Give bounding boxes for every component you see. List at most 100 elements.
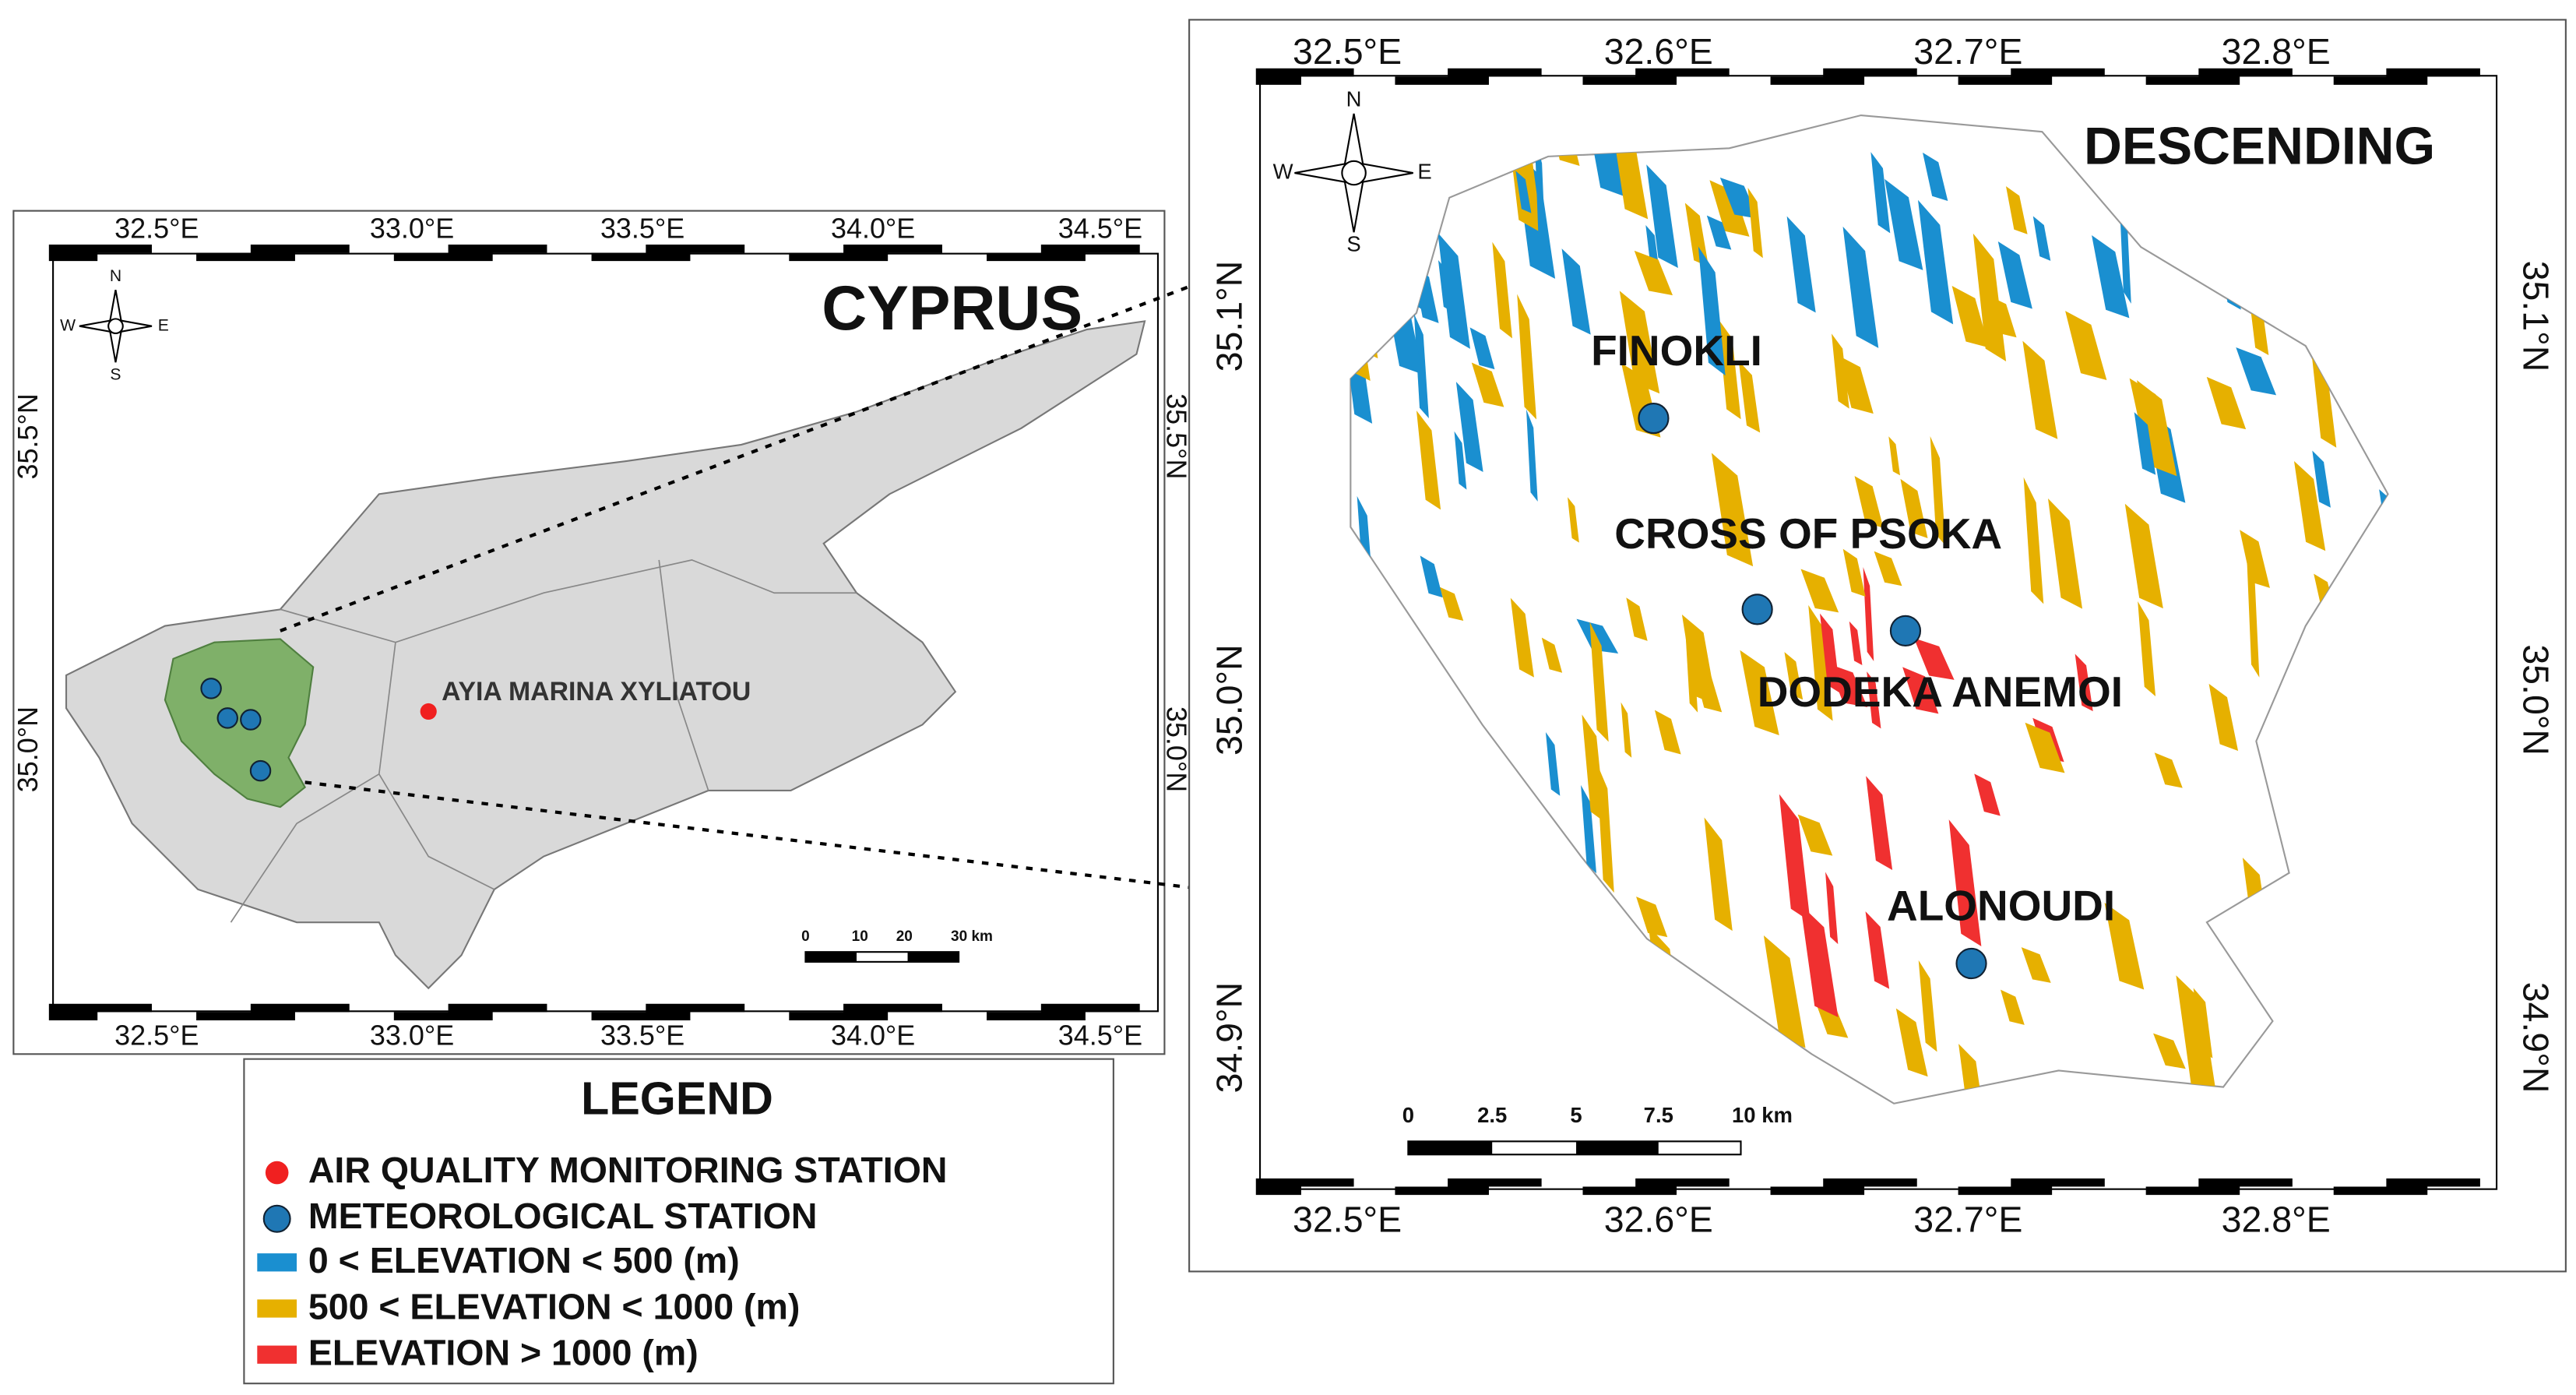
elevation-patch bbox=[1870, 152, 1891, 234]
elevation-patch bbox=[1704, 817, 1733, 932]
y-tick-label: 35.0°N bbox=[1161, 706, 1193, 792]
elevation-patch bbox=[1439, 587, 1464, 621]
elevation-patch bbox=[1842, 548, 1866, 597]
elevation-patch bbox=[1918, 960, 1937, 1052]
elevation-patch bbox=[1718, 318, 1741, 420]
elevation-patch bbox=[1974, 773, 2001, 816]
legend-box bbox=[243, 1058, 1114, 1385]
elevation-patch bbox=[1918, 199, 1954, 325]
legend-item: AIR QUALITY MONITORING STATION bbox=[308, 1150, 948, 1190]
elevation-patch bbox=[1454, 431, 1467, 490]
elevation-patch bbox=[1808, 604, 1833, 721]
y-tick-label: 35.5°N bbox=[12, 393, 44, 479]
elevation-patch bbox=[1800, 904, 1839, 1018]
met-station bbox=[1638, 403, 1670, 435]
frame-ticks bbox=[1255, 68, 2501, 85]
x-tick-label: 32.6°E bbox=[1604, 31, 1713, 72]
scale-bar bbox=[1576, 1141, 1659, 1155]
elevation-patch bbox=[1784, 652, 1804, 700]
elevation-patch bbox=[1510, 597, 1534, 678]
legend-item: 500 < ELEVATION < 1000 (m) bbox=[308, 1286, 800, 1326]
elevation-patch bbox=[1719, 178, 1759, 219]
scale-label: 30 km bbox=[951, 928, 993, 945]
elevation-patch bbox=[2246, 548, 2260, 678]
district-boundary bbox=[280, 559, 857, 643]
station-label: FINOKLI bbox=[1591, 326, 1762, 375]
compass-letter: E bbox=[1417, 159, 1431, 183]
frame-ticks bbox=[48, 245, 1163, 262]
elevation-patch bbox=[2206, 376, 2247, 430]
x-tick-label: 32.7°E bbox=[1913, 31, 2022, 72]
x-tick-label: 32.7°E bbox=[1913, 1199, 2022, 1239]
elevation-patch bbox=[2023, 477, 2044, 604]
legend-symbol bbox=[257, 1299, 297, 1318]
elevation-patch bbox=[2134, 412, 2156, 475]
elevation-patch bbox=[1515, 171, 1532, 213]
elevation-patch bbox=[1621, 702, 1632, 758]
x-tick-label: 34.0°E bbox=[831, 1020, 915, 1052]
elevation-patch bbox=[1988, 295, 2017, 338]
elevation-patch bbox=[1747, 188, 1763, 259]
elevation-patch bbox=[1900, 478, 1928, 538]
elevation-patch bbox=[1589, 622, 1609, 742]
district-boundary bbox=[658, 559, 709, 791]
y-tick-label: 35.1°N bbox=[1209, 261, 1249, 372]
met-station bbox=[1741, 594, 1773, 625]
elevation-patch bbox=[1706, 215, 1732, 250]
scale-label: 0 bbox=[1402, 1103, 1414, 1127]
elevation-patch bbox=[1526, 409, 1538, 502]
elevation-patch bbox=[1786, 216, 1816, 313]
scale-label: 0 bbox=[801, 928, 810, 945]
y-tick-label: 34.9°N bbox=[1209, 982, 1249, 1094]
elevation-patch bbox=[1863, 567, 1874, 661]
scale-label: 10 bbox=[852, 928, 868, 945]
elevation-patch bbox=[1684, 203, 1709, 267]
scale-bar bbox=[907, 952, 959, 962]
elevation-patch bbox=[1832, 333, 1849, 409]
elevation-patch bbox=[1492, 241, 1512, 339]
elevation-patch bbox=[1517, 294, 1537, 420]
x-tick-label: 33.5°E bbox=[600, 1020, 684, 1052]
elevation-patch bbox=[1709, 180, 1750, 237]
compass-letter: E bbox=[158, 316, 169, 334]
elevation-patch bbox=[1654, 710, 1681, 755]
compass-letter: W bbox=[1273, 159, 1293, 183]
elevation-patch bbox=[1561, 248, 1591, 335]
elevation-patch bbox=[1800, 569, 1839, 613]
scale-label: 7.5 bbox=[1644, 1103, 1673, 1127]
legend-symbol bbox=[257, 1345, 297, 1364]
y-tick-label: 34.9°N bbox=[2515, 982, 2556, 1094]
met-station bbox=[1955, 947, 1987, 980]
elevation-patch bbox=[2154, 752, 2183, 788]
elevation-patch bbox=[2312, 450, 2331, 508]
elevation-patch bbox=[1413, 313, 1429, 418]
elevation-patch bbox=[1820, 613, 1841, 693]
elevation-patch bbox=[1849, 621, 1863, 665]
x-tick-label: 33.0°E bbox=[370, 1020, 454, 1052]
elevation-patch bbox=[1867, 671, 1881, 729]
elevation-patch bbox=[1913, 638, 1955, 680]
elevation-patch bbox=[1576, 618, 1619, 653]
x-tick-label: 34.0°E bbox=[831, 213, 915, 245]
elevation-patch bbox=[1684, 619, 1698, 713]
compass-letter: S bbox=[110, 366, 121, 384]
elevation-patch bbox=[1469, 327, 1495, 370]
elevation-patch bbox=[2176, 975, 2218, 1101]
elevation-patch bbox=[1923, 152, 1948, 201]
elevation-patch bbox=[2124, 503, 2163, 609]
x-tick-label: 34.5°E bbox=[1058, 1020, 1142, 1052]
elevation-patch bbox=[1534, 137, 1547, 267]
elevation-patch bbox=[1948, 819, 1982, 947]
y-tick-label: 35.0°N bbox=[2515, 644, 2556, 756]
elevation-patch bbox=[1779, 794, 1811, 922]
elevation-patch bbox=[1828, 664, 1868, 707]
elevation-patch bbox=[2293, 460, 2326, 551]
elevation-patch bbox=[1596, 762, 1614, 893]
elevation-patch bbox=[1581, 784, 1597, 874]
met-station bbox=[200, 678, 222, 699]
elevation-patch bbox=[1797, 814, 1833, 856]
y-tick-label: 35.1°N bbox=[2515, 261, 2556, 372]
station-label: ALONOUDI bbox=[1887, 882, 2115, 930]
elevation-patch bbox=[1884, 178, 1923, 270]
x-tick-label: 33.5°E bbox=[600, 213, 684, 245]
